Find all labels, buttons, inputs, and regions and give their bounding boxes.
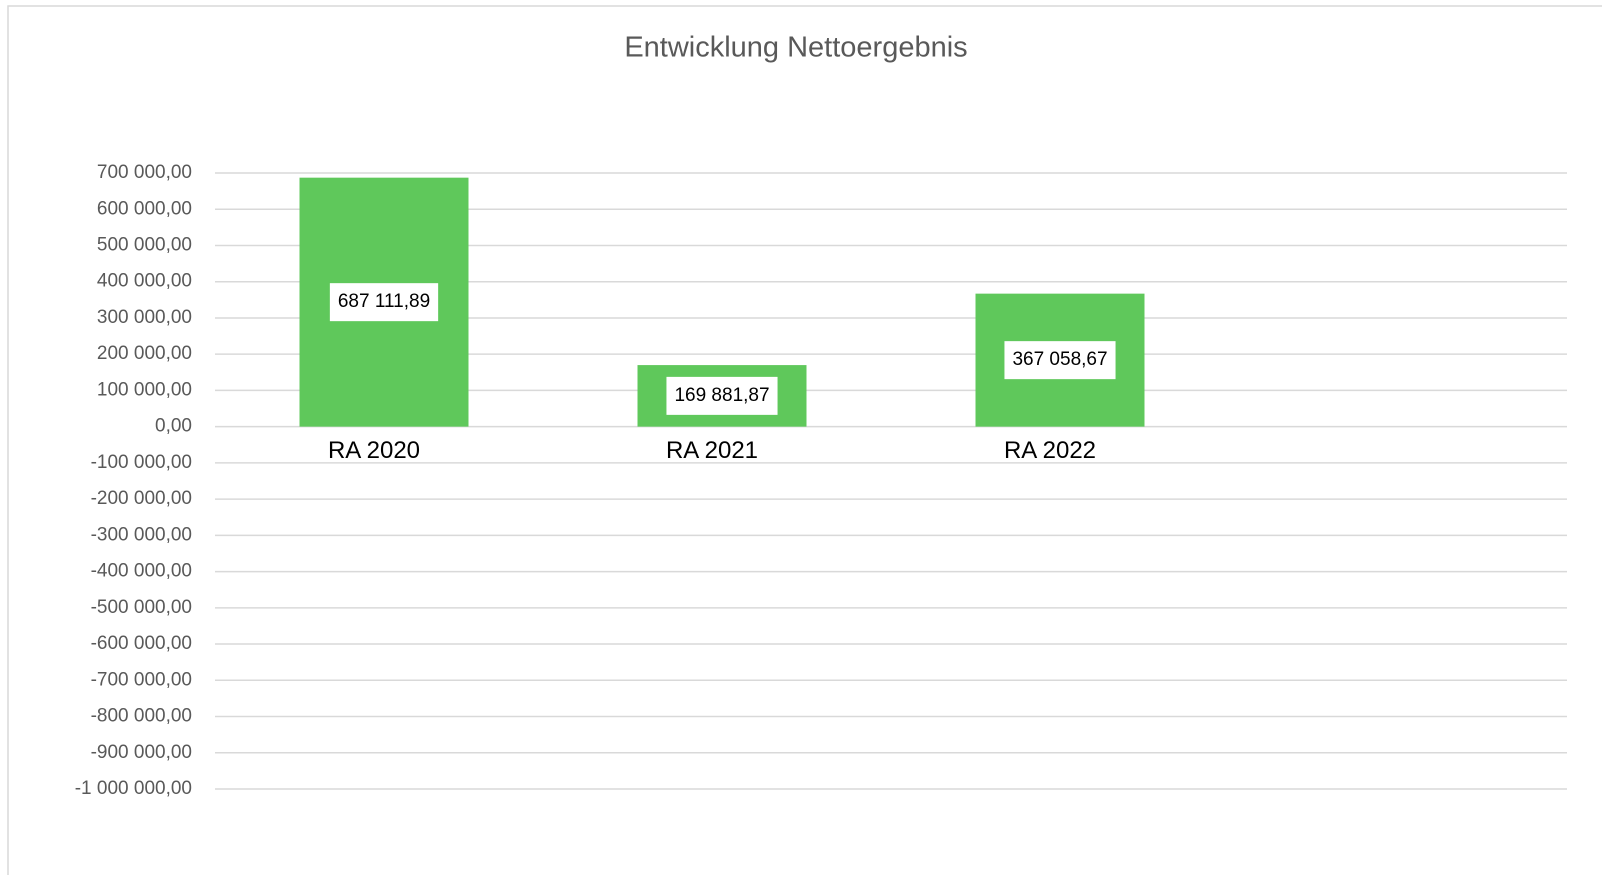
x-tick-label: RA 2022	[1004, 437, 1096, 464]
y-tick-label: -800 000,00	[91, 706, 192, 727]
data-label-box	[1004, 341, 1116, 380]
chart-title: Entwicklung Nettoergebnis	[624, 32, 967, 64]
data-label: 169 881,87	[674, 385, 769, 406]
y-tick-label: -700 000,00	[91, 669, 192, 690]
y-tick-label: -500 000,00	[91, 597, 192, 618]
y-tick-label: 500 000,00	[97, 234, 192, 255]
y-tick-label: 300 000,00	[97, 307, 192, 328]
y-tick-label: -1 000 000,00	[75, 778, 192, 799]
y-tick-label: -200 000,00	[91, 488, 192, 509]
y-tick-label: -300 000,00	[91, 524, 192, 545]
y-tick-label: -900 000,00	[91, 742, 192, 763]
y-tick-label: -400 000,00	[91, 561, 192, 582]
y-tick-label: 100 000,00	[97, 379, 192, 400]
y-tick-label: 600 000,00	[97, 198, 192, 219]
y-tick-label: 0,00	[155, 416, 192, 437]
chart-border	[7, 5, 1602, 880]
y-tick-label: 400 000,00	[97, 271, 192, 292]
data-label-box	[329, 283, 439, 322]
y-tick-label: 200 000,00	[97, 343, 192, 364]
y-tick-label: 700 000,00	[97, 162, 192, 183]
y-tick-label: -600 000,00	[91, 633, 192, 654]
data-label: 687 111,89	[338, 291, 430, 312]
x-tick-label: RA 2021	[666, 437, 758, 464]
y-tick-label: -100 000,00	[91, 452, 192, 473]
x-tick-label: RA 2020	[328, 437, 420, 464]
data-label: 367 058,67	[1012, 349, 1107, 370]
data-label-box	[666, 376, 778, 415]
